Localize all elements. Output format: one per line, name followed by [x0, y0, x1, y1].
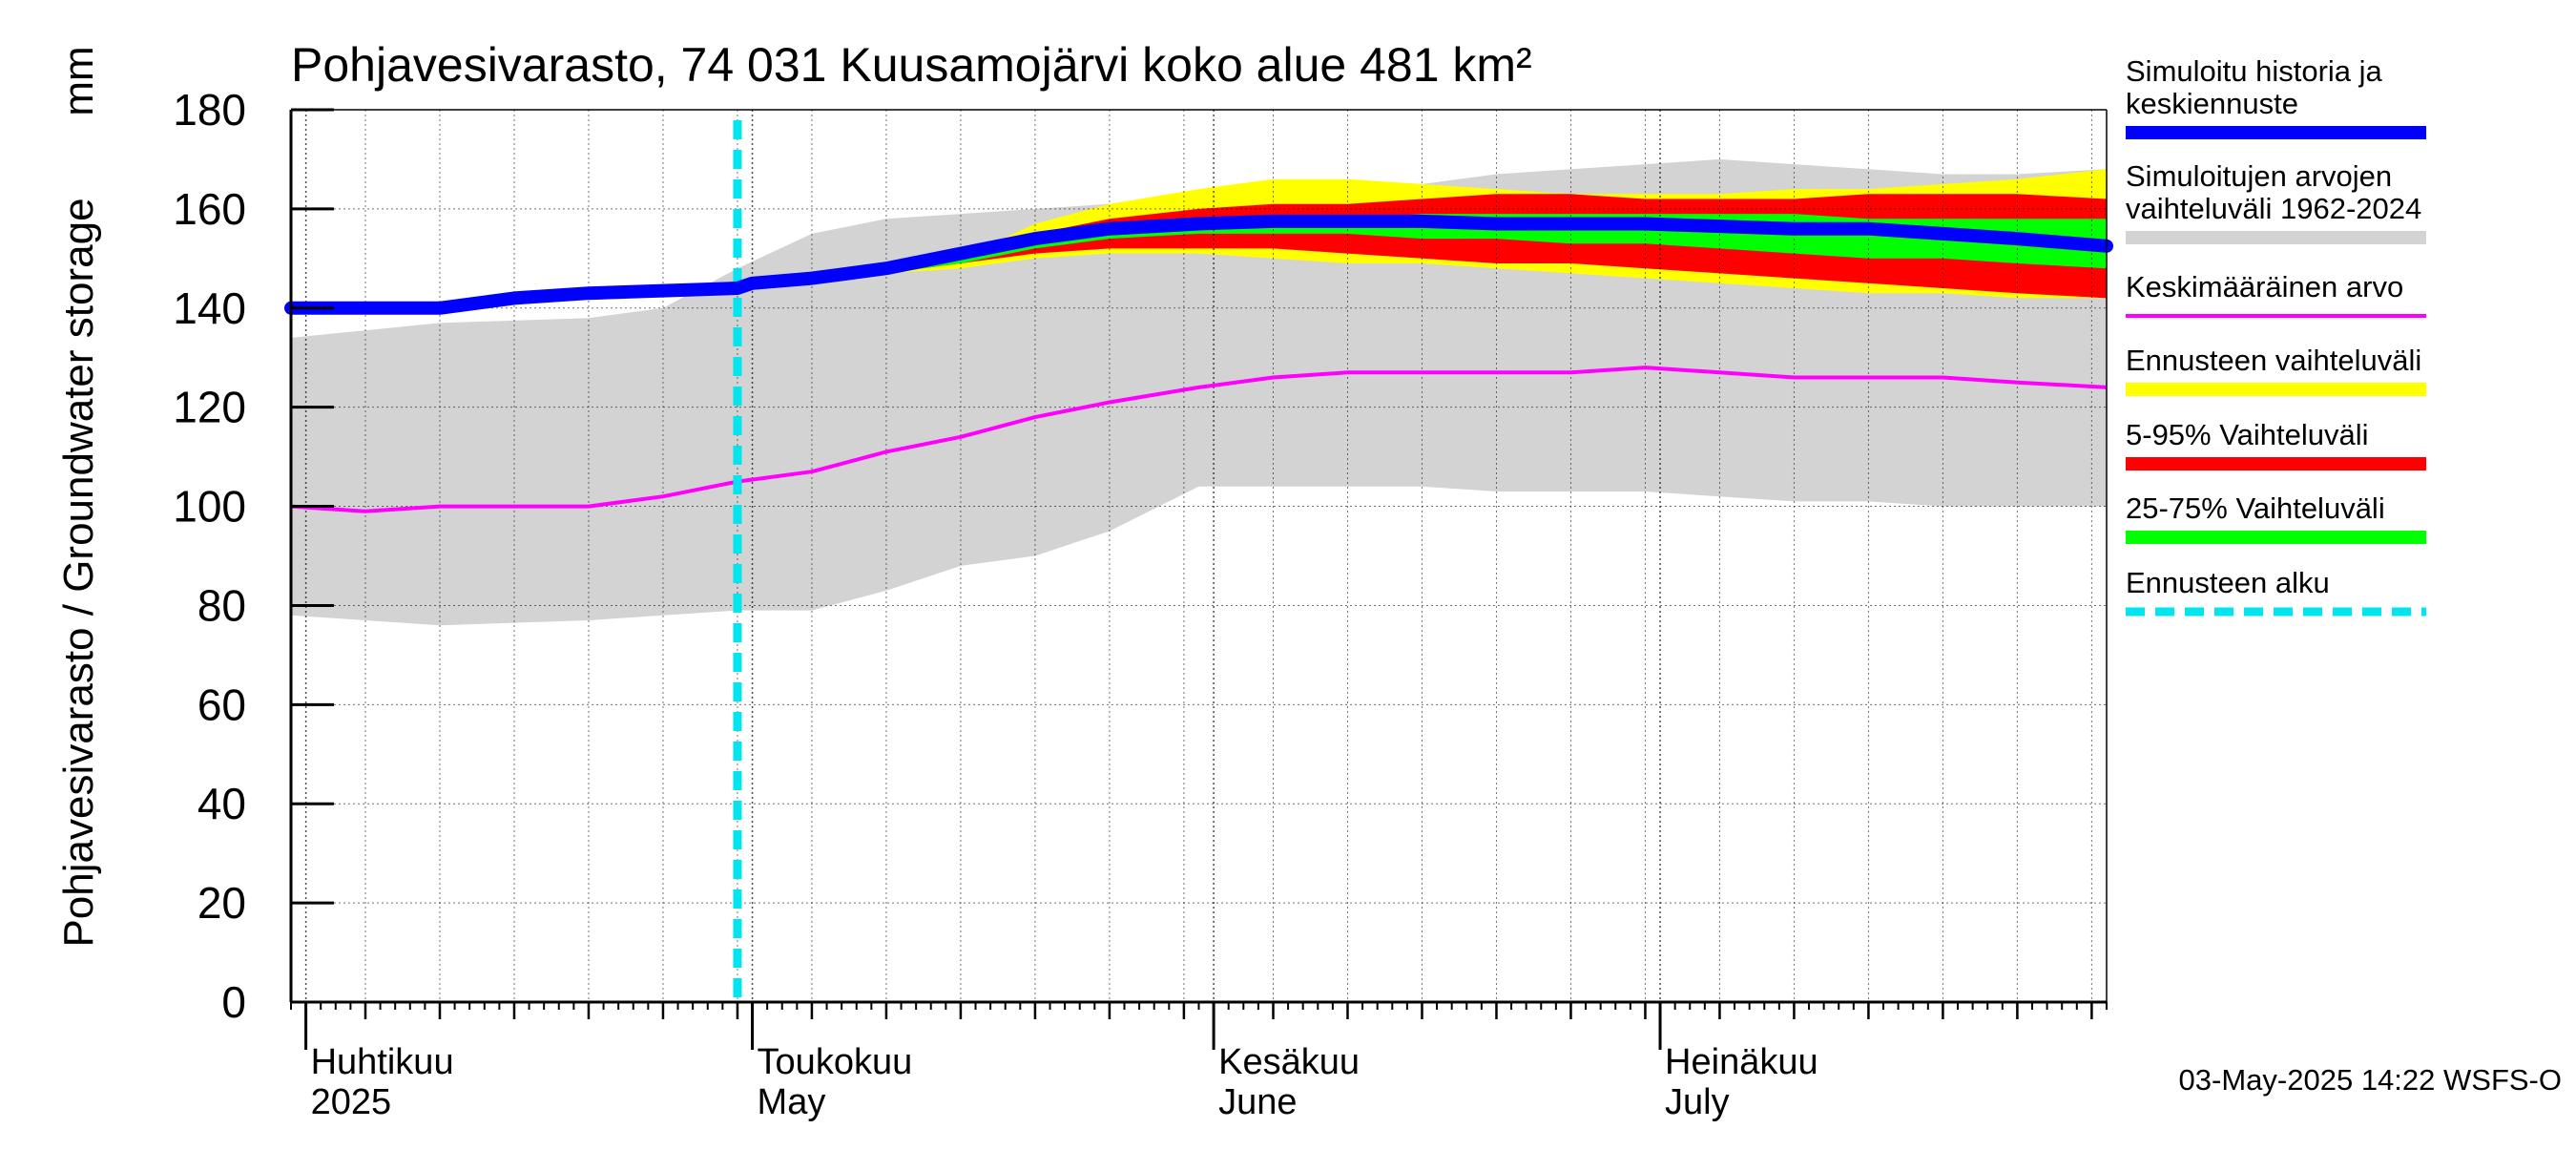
legend-label-5-line-1: 5-95% Vaihteluväli [2126, 418, 2368, 451]
legend-label-6-line-1: 25-75% Vaihteluväli [2126, 491, 2385, 525]
legend-label-1-line-2: keskiennuste [2126, 87, 2298, 120]
legend-label-2-line-2: vaihteluväli 1962-2024 [2126, 192, 2421, 225]
month-label-fi-2025-04-01: Huhtikuu [311, 1042, 454, 1082]
chart-title: Pohjavesivarasto, 74 031 Kuusamojärvi ko… [291, 38, 1532, 92]
y-tick-label-160: 160 [173, 184, 246, 234]
month-label-fi-2025-05-01: Toukokuu [758, 1042, 913, 1082]
y-tick-label-140: 140 [173, 283, 246, 333]
legend-label-2-line-1: Simuloitujen arvojen [2126, 159, 2392, 193]
month-label-fi-2025-07-01: Heinäkuu [1665, 1042, 1818, 1082]
month-label-en-2025-04-01: 2025 [311, 1082, 392, 1122]
month-label-en-2025-05-01: May [758, 1082, 826, 1122]
y-tick-label-100: 100 [173, 482, 246, 532]
y-axis-label: Pohjavesivarasto / Groundwater storage [55, 198, 102, 947]
y-tick-label-180: 180 [173, 85, 246, 135]
y-axis-unit: mm [55, 46, 102, 115]
y-tick-label-0: 0 [221, 977, 246, 1027]
legend-label-3-line-1: Keskimääräinen arvo [2126, 270, 2403, 303]
legend-label-4-line-1: Ennusteen vaihteluväli [2126, 344, 2421, 377]
simulated-history-forecast-line [284, 214, 2113, 315]
series-lines [284, 120, 2113, 1002]
y-tick-label-120: 120 [173, 383, 246, 432]
y-tick-label-60: 60 [197, 680, 246, 729]
month-label-en-2025-06-01: June [1218, 1082, 1297, 1122]
y-tick-label-40: 40 [197, 779, 246, 828]
axes [289, 108, 2108, 1050]
y-tick-label-20: 20 [197, 878, 246, 928]
month-label-fi-2025-06-01: Kesäkuu [1218, 1042, 1360, 1082]
footer-timestamp: 03-May-2025 14:22 WSFS-O [2179, 1063, 2562, 1097]
month-label-en-2025-07-01: July [1665, 1082, 1730, 1122]
y-tick-label-80: 80 [197, 580, 246, 630]
legend-label-1-line-1: Simuloitu historia ja [2126, 54, 2383, 88]
legend-label-7-line-1: Ennusteen alku [2126, 566, 2330, 599]
mean-value-line [290, 366, 2108, 513]
